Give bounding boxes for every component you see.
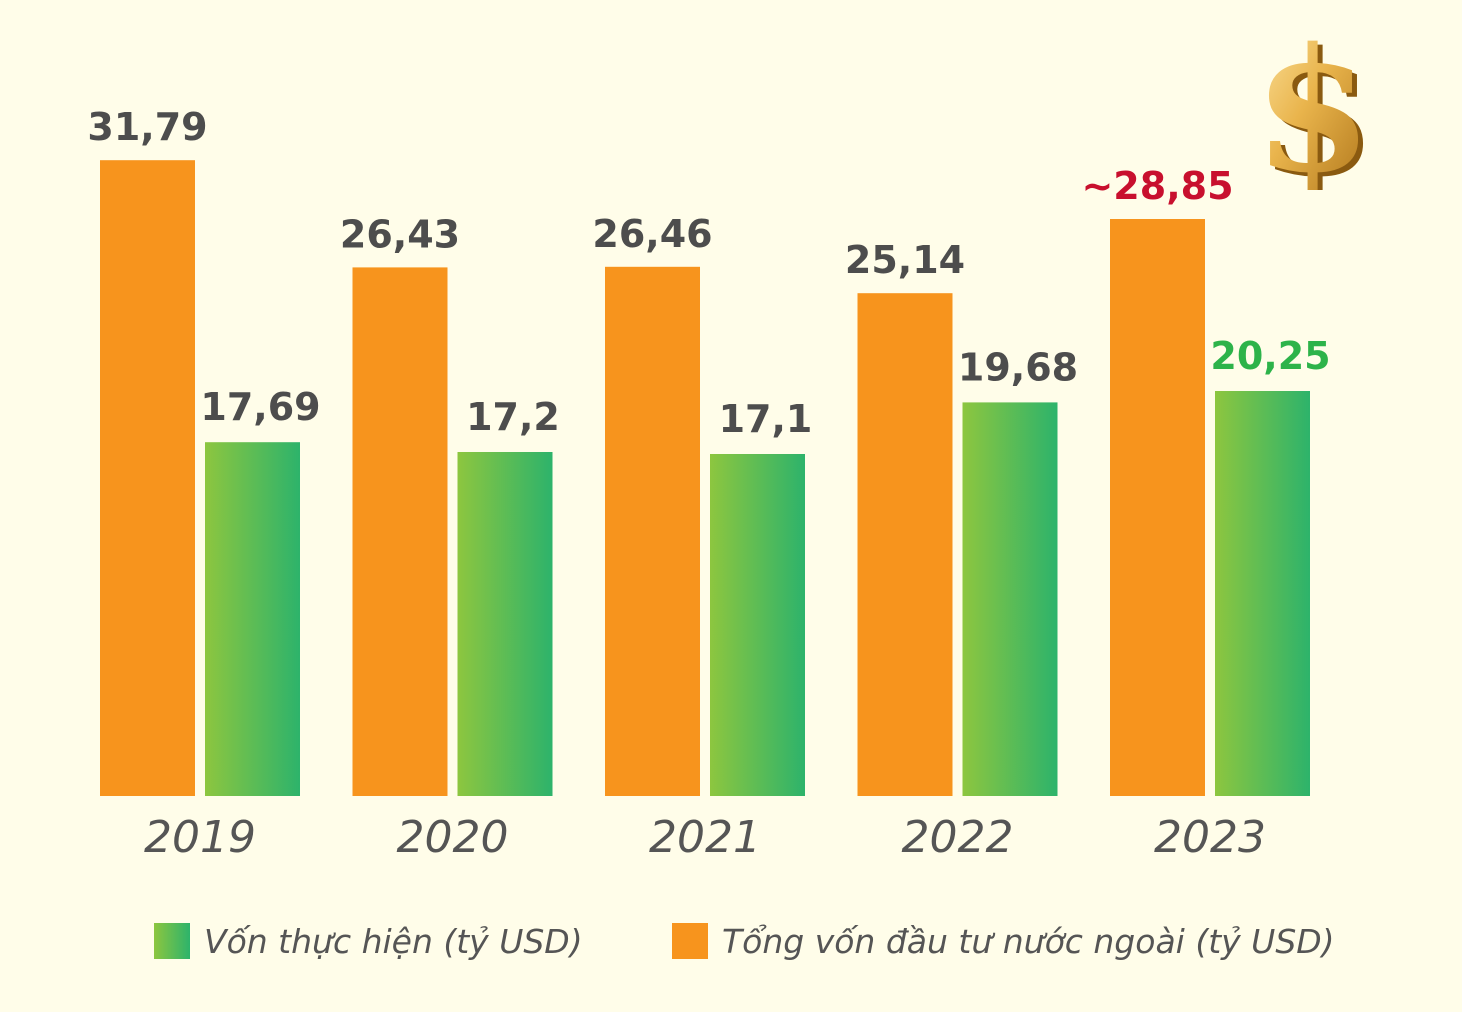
bar-realized-2019 — [205, 442, 300, 796]
x-tick-label-2023: 2023 — [1154, 812, 1266, 863]
dollar-sign-icon: $ $ — [1258, 30, 1368, 190]
x-tick-label-2021: 2021 — [649, 812, 761, 863]
bar-realized-2023 — [1215, 391, 1310, 796]
legend-item-total: Tổng vốn đầu tư nước ngoài (tỷ USD) — [672, 918, 1335, 964]
label-total-2022: 25,14 — [845, 238, 965, 282]
bar-total-2022 — [857, 293, 953, 796]
label-realized-2021: 17,1 — [719, 397, 813, 441]
x-tick-label-2022: 2022 — [902, 812, 1014, 863]
bar-total-2021 — [605, 266, 700, 796]
x-tick-label-2020: 2020 — [397, 812, 509, 863]
bars-layer — [100, 160, 1310, 796]
value-labels-layer: 31,79 17,69 26,43 17,2 26,46 17,1 25,14 19,68 ~2… — [87, 105, 1330, 441]
label-realized-2020: 17,2 — [466, 395, 560, 439]
legend-item-realized: Vốn thực hiện (tỷ USD) — [154, 918, 583, 964]
svg-text:$: $ — [1259, 30, 1368, 190]
legend-label-total: Tổng vốn đầu tư nước ngoài (tỷ USD) — [722, 921, 1335, 961]
label-total-2021: 26,46 — [592, 212, 712, 256]
label-total-2019: 31,79 — [87, 105, 207, 149]
x-tick-label-2019: 2019 — [144, 812, 256, 863]
bar-chart: 31,79 17,69 26,43 17,2 26,46 17,1 25,14 19,68 ~2… — [87, 105, 1330, 863]
label-total-2023: ~28,85 — [1081, 164, 1233, 208]
svg-text:$: $ — [1258, 30, 1368, 190]
label-realized-2019: 17,69 — [200, 385, 320, 429]
legend-swatch-orange — [672, 923, 708, 959]
bar-realized-2022 — [962, 402, 1058, 796]
label-realized-2022: 19,68 — [958, 345, 1078, 389]
label-total-2020: 26,43 — [340, 212, 460, 256]
bar-total-2019 — [100, 160, 195, 796]
legend-swatch-green — [154, 923, 190, 959]
legend-label-realized: Vốn thực hiện (tỷ USD) — [204, 921, 583, 961]
x-axis-labels: 2019 2020 2021 2022 2023 — [144, 812, 1266, 863]
bar-total-2023 — [1110, 219, 1205, 796]
bar-realized-2020 — [457, 452, 553, 796]
label-realized-2023: 20,25 — [1210, 334, 1330, 378]
bar-total-2020 — [352, 267, 448, 796]
bar-realized-2021 — [710, 454, 805, 796]
